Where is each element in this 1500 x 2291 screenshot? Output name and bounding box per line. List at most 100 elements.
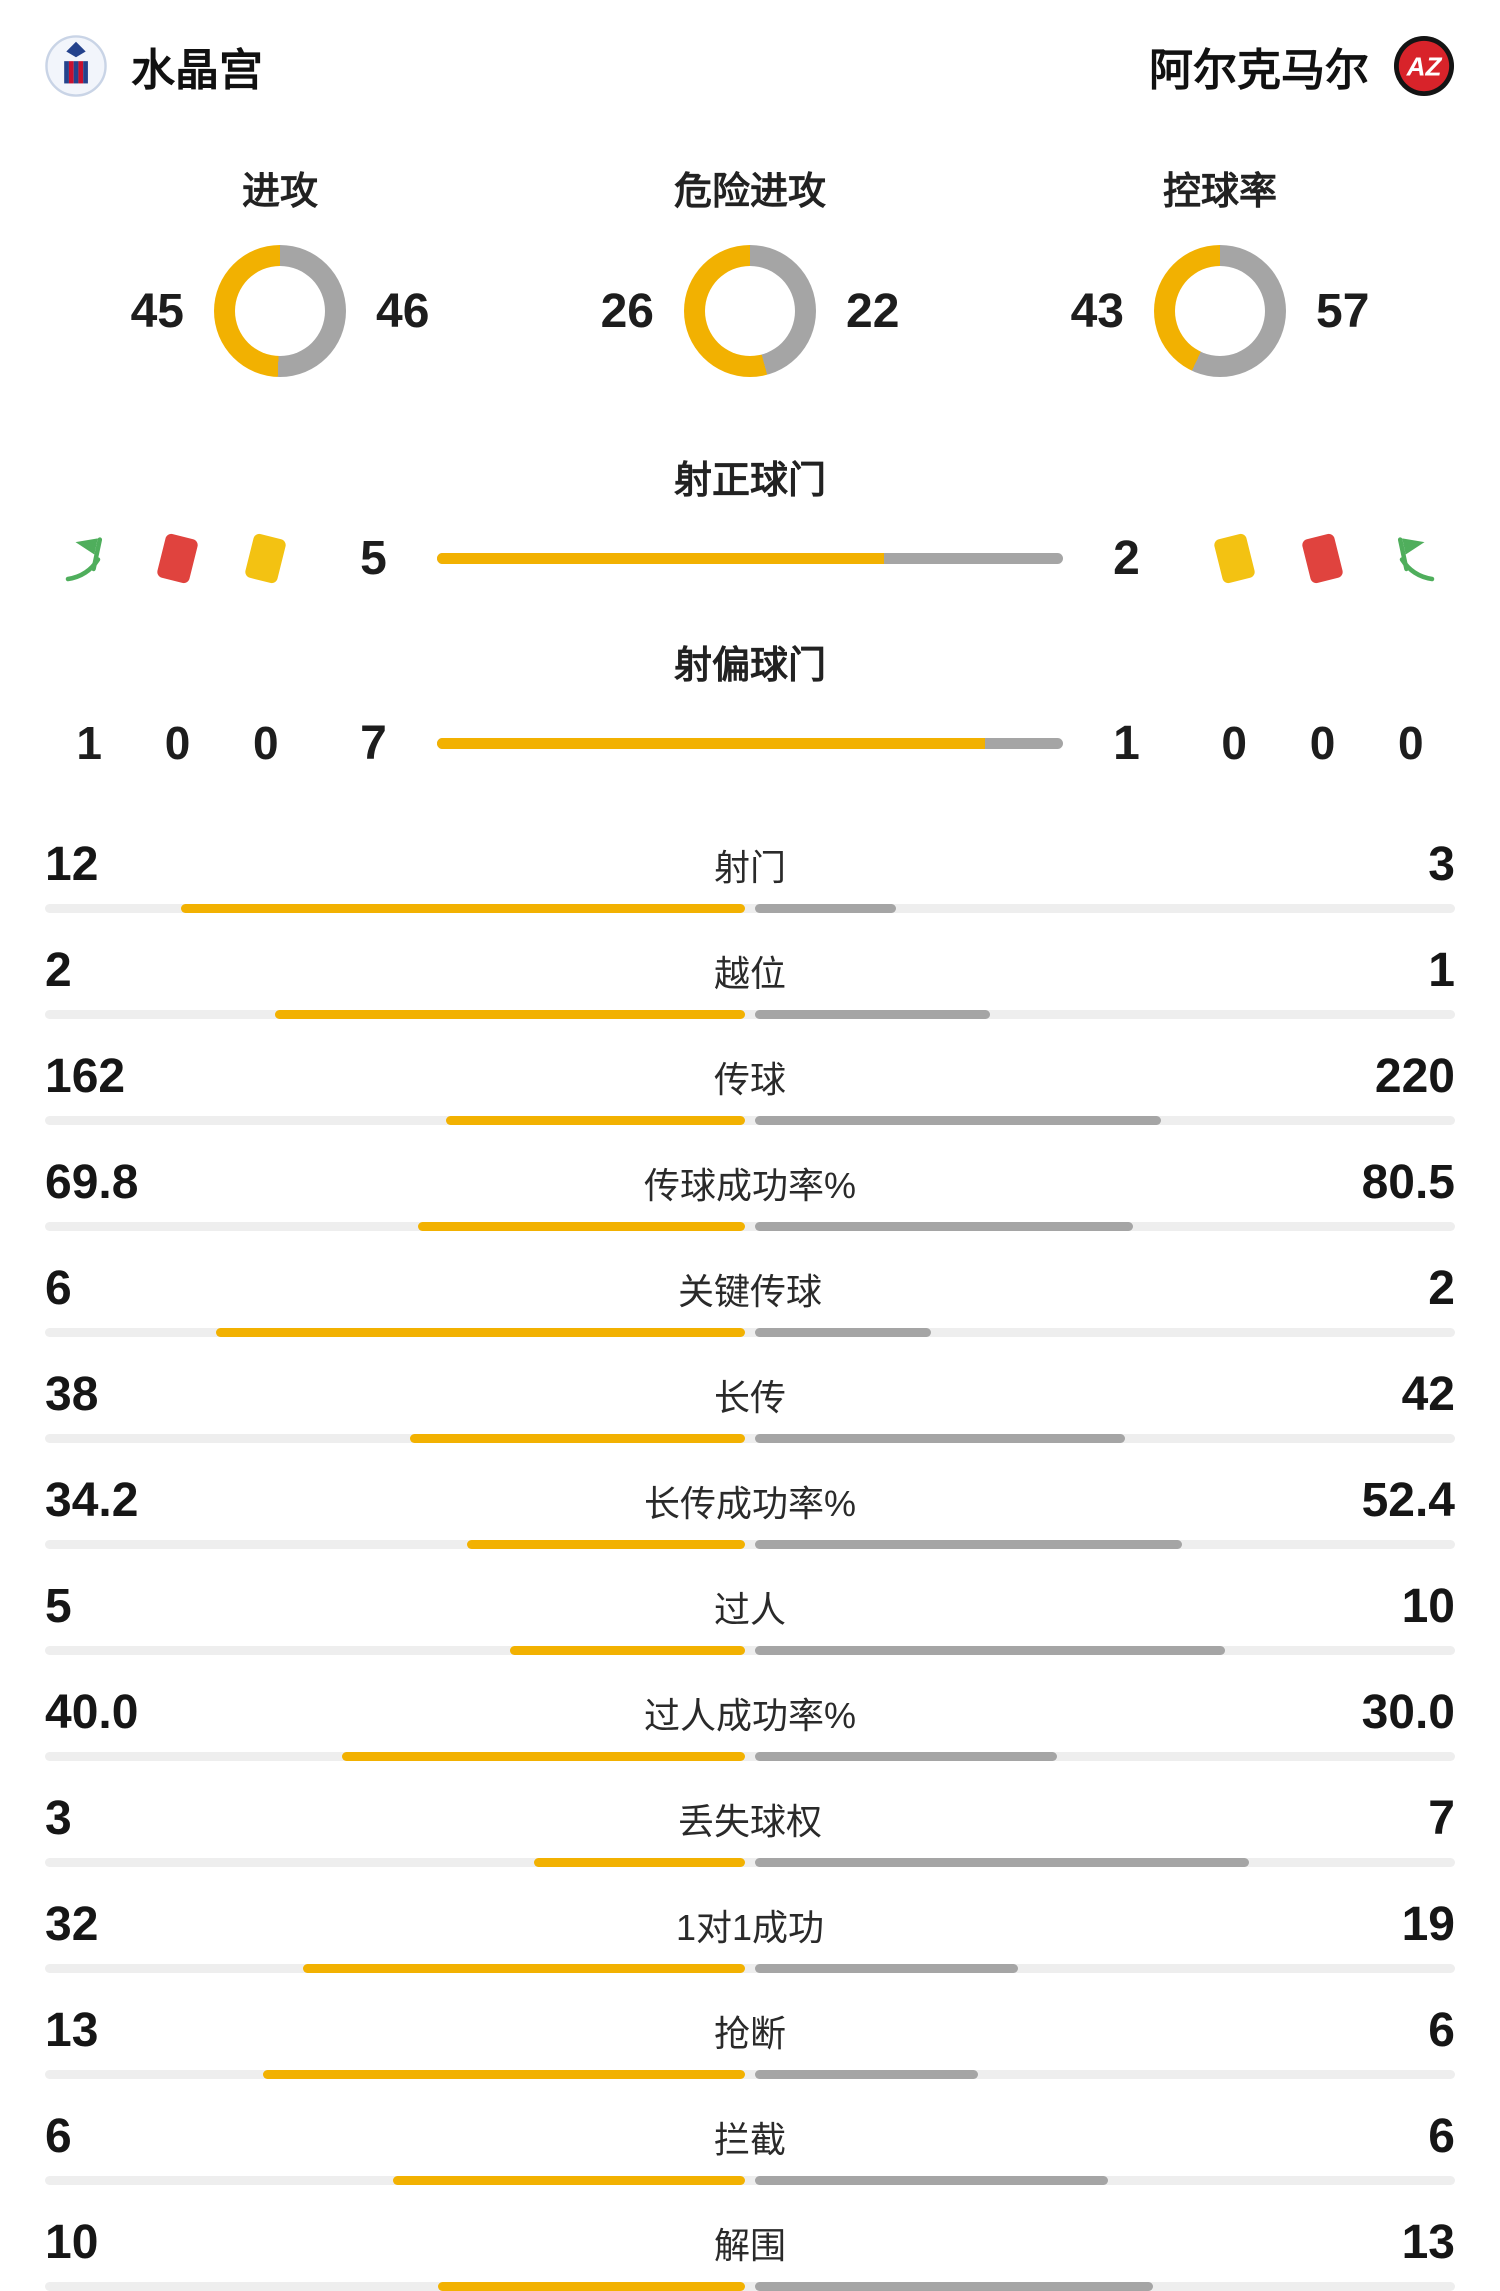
- stat-home-value: 34.2: [45, 1474, 139, 1527]
- stat-label: 射门: [713, 847, 786, 888]
- stat-label: 关键传球: [677, 1271, 822, 1312]
- corner-flag-icon: [1384, 531, 1438, 585]
- donut-home-value: 45: [130, 284, 184, 338]
- stat-home-value: 2: [45, 944, 72, 997]
- stat-home-value: 6: [45, 2110, 72, 2163]
- home-team[interactable]: 水晶宫: [45, 34, 263, 98]
- stat-label: 传球: [713, 1059, 786, 1100]
- stat-bar-track: [45, 1222, 1455, 1231]
- shots-on-target-home: 5: [360, 531, 387, 585]
- stat-bar-track: [45, 1858, 1455, 1867]
- stat-row: 69.8 传球成功率% 80.5: [45, 1155, 1455, 1231]
- stat-away-value: 6: [1428, 2004, 1455, 2057]
- stat-row: 12 射门 3: [45, 837, 1455, 913]
- corner-flag-icon: [62, 531, 116, 585]
- stat-away-value: 10: [1401, 1580, 1455, 1633]
- stat-home-value: 13: [45, 2004, 99, 2057]
- stat-home-value: 32: [45, 1898, 99, 1951]
- stat-away-value: 1: [1428, 944, 1455, 997]
- stat-home-value: 38: [45, 1368, 99, 1421]
- stat-row: 3 丢失球权 7: [45, 1791, 1455, 1867]
- stat-bar-track: [45, 1116, 1455, 1125]
- stat-row: 6 拦截 6: [45, 2109, 1455, 2185]
- away-red-cards-count: 0: [1309, 717, 1336, 769]
- stat-label: 解围: [713, 2225, 786, 2266]
- stat-away-value: 220: [1374, 1050, 1455, 1103]
- donut-away-value: 57: [1316, 284, 1370, 338]
- stat-label: 过人: [713, 1589, 786, 1630]
- donut-away-value: 46: [376, 284, 430, 338]
- stat-label: 传球成功率%: [643, 1165, 856, 1206]
- stat-bar-track: [45, 2070, 1455, 2079]
- donut-title: 危险进攻: [673, 171, 826, 213]
- stat-away-value: 42: [1401, 1368, 1455, 1421]
- stat-bar-track: [45, 1434, 1455, 1443]
- stat-label: 1对1成功: [675, 1907, 825, 1948]
- teams-header: 水晶宫 阿尔克马尔 AZ: [45, 34, 1455, 98]
- home-discipline-values: 1 0 0: [45, 713, 310, 773]
- stat-row: 40.0 过人成功率% 30.0: [45, 1685, 1455, 1761]
- stat-away-value: 52.4: [1361, 1474, 1455, 1527]
- stat-label: 抢断: [713, 2013, 786, 2054]
- home-discipline-icons: [45, 528, 310, 588]
- stat-bar-track: [45, 1646, 1455, 1655]
- donut-title: 进攻: [241, 171, 318, 213]
- stat-row: 10 解围 13: [45, 2215, 1455, 2291]
- away-team[interactable]: 阿尔克马尔 AZ: [1149, 34, 1455, 98]
- stat-home-value: 162: [45, 1050, 126, 1103]
- stat-row: 13 抢断 6: [45, 2003, 1455, 2079]
- stat-row: 5 过人 10: [45, 1579, 1455, 1655]
- stat-home-value: 5: [45, 1580, 72, 1633]
- donut-possession: 控球率 43 57: [985, 160, 1455, 377]
- home-red-cards-count: 0: [164, 717, 191, 769]
- red-card-icon: [1301, 532, 1344, 584]
- shots-on-target-row: 5 2: [45, 528, 1455, 588]
- stat-away-value: 6: [1428, 2110, 1455, 2163]
- shots-section: 射正球门 5 2: [45, 449, 1455, 773]
- stat-home-value: 10: [45, 2216, 99, 2269]
- stat-row: 162 传球 220: [45, 1049, 1455, 1125]
- stat-home-value: 3: [45, 1792, 72, 1845]
- donut-chart: [214, 245, 346, 377]
- shots-off-target-bar: [437, 737, 1063, 749]
- yellow-card-icon: [244, 532, 288, 584]
- red-card-icon: [156, 532, 199, 584]
- away-corners-count: 0: [1398, 717, 1424, 769]
- stat-row: 32 1对1成功 19: [45, 1897, 1455, 1973]
- stat-away-value: 3: [1428, 838, 1455, 891]
- donut-title: 控球率: [1162, 171, 1277, 213]
- stats-list: 12 射门 3 2 越位 1 162 传球 220 69.8 传球成功率% 80.5 6 关键传球 2 38 长…: [45, 837, 1455, 2291]
- away-discipline-values: 0 0 0: [1190, 713, 1455, 773]
- stat-bar-track: [45, 1328, 1455, 1337]
- shots-off-target-away: 1: [1113, 716, 1140, 770]
- donut-chart: [684, 245, 816, 377]
- stat-row: 34.2 长传成功率% 52.4: [45, 1473, 1455, 1549]
- stat-label: 过人成功率%: [643, 1695, 856, 1736]
- stat-label: 越位: [713, 953, 786, 994]
- stat-home-value: 6: [45, 1262, 72, 1315]
- home-team-name: 水晶宫: [131, 46, 263, 95]
- shots-on-target-bar: [437, 552, 1063, 564]
- stat-bar-track: [45, 904, 1455, 913]
- donut-home-value: 43: [1070, 284, 1124, 338]
- home-corners-count: 1: [76, 717, 102, 769]
- stat-bar-track: [45, 1752, 1455, 1761]
- shots-on-target-away: 2: [1113, 531, 1140, 585]
- donut-dangerous-attacks: 危险进攻 26 22: [515, 160, 985, 377]
- donut-charts-section: 进攻 45 46 危险进攻 26 22 控球率 43 57: [45, 160, 1455, 377]
- shots-on-target-label: 射正球门: [673, 460, 826, 502]
- away-discipline-icons: [1190, 528, 1455, 588]
- shots-off-target-home: 7: [360, 716, 387, 770]
- shots-off-target-label: 射偏球门: [673, 645, 826, 687]
- donut-attacks: 进攻 45 46: [45, 160, 515, 377]
- stat-row: 2 越位 1: [45, 943, 1455, 1019]
- stat-label: 丢失球权: [677, 1801, 822, 1842]
- yellow-card-icon: [1212, 532, 1256, 584]
- donut-chart: [1154, 245, 1286, 377]
- stat-away-value: 19: [1401, 1898, 1455, 1951]
- stat-bar-track: [45, 1964, 1455, 1973]
- stat-row: 6 关键传球 2: [45, 1261, 1455, 1337]
- stat-away-value: 2: [1428, 1262, 1455, 1315]
- stat-label: 拦截: [713, 2119, 786, 2160]
